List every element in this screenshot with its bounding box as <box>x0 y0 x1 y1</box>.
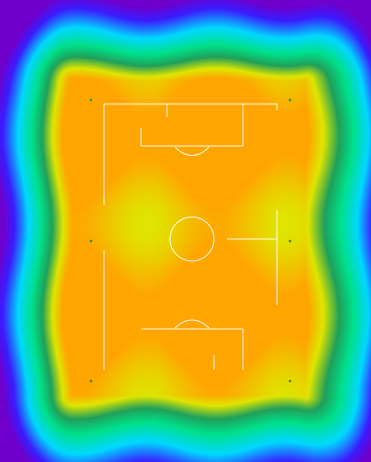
pitch-lines <box>103 103 278 370</box>
marker <box>288 239 292 243</box>
marker <box>89 379 93 383</box>
marker <box>288 379 292 383</box>
center-circle <box>169 216 215 262</box>
top-penalty-arc <box>174 146 210 156</box>
pitch-markers <box>89 98 292 383</box>
bottom-penalty-arc <box>174 319 210 329</box>
marker <box>89 239 93 243</box>
pitch-boundary-top <box>103 103 278 205</box>
marker <box>89 98 93 102</box>
marker <box>288 98 292 102</box>
